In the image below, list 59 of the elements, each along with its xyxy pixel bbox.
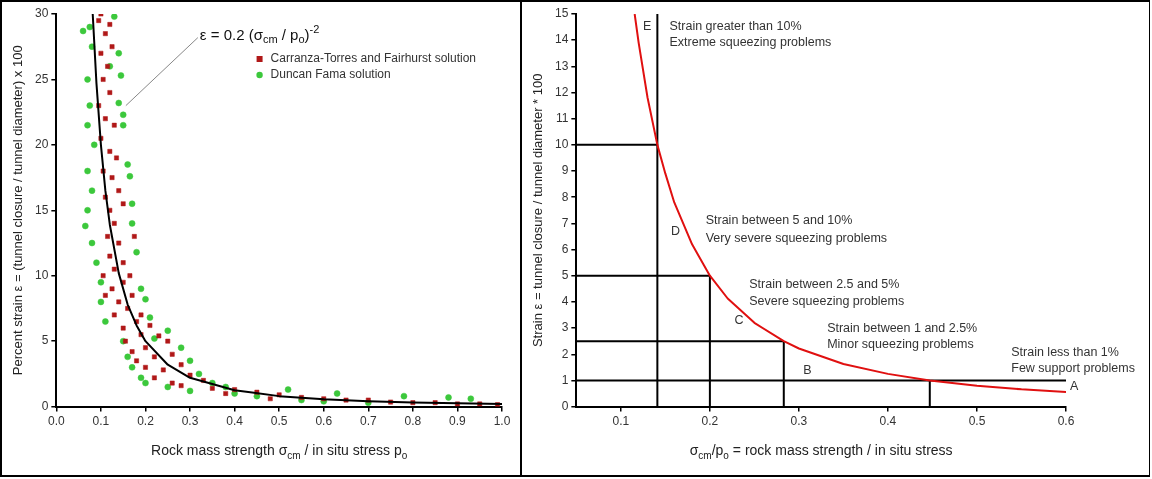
y-axis-title: Strain ε = tunnel closure / tunnel diameter * 100 bbox=[529, 73, 545, 348]
x-tick-label: 0.4 bbox=[226, 414, 244, 429]
x-tick-label: 0.4 bbox=[879, 414, 897, 429]
x-tick-label: 0.3 bbox=[181, 414, 199, 429]
annotation: Extreme squeezing problems bbox=[669, 35, 832, 50]
y-tick-label: 4 bbox=[561, 294, 569, 309]
annotation: Severe squeezing problems bbox=[749, 294, 905, 309]
x-tick-label: 0.7 bbox=[359, 414, 377, 429]
y-tick-label: 9 bbox=[561, 163, 569, 178]
x-tick-label: 0.0 bbox=[48, 414, 66, 429]
x-tick-label: 0.2 bbox=[701, 414, 719, 429]
annotation: Strain between 5 and 10% bbox=[705, 213, 853, 228]
annotation: Strain between 1 and 2.5% bbox=[827, 320, 978, 335]
y-axis-title: Percent strain ε = (tunnel closure / tunnel diameter) x 100 bbox=[9, 45, 25, 376]
y-tick-label: 0 bbox=[41, 398, 49, 413]
x-tick-label: 0.2 bbox=[137, 414, 155, 429]
y-tick-label: 20 bbox=[34, 137, 49, 152]
annotation: C bbox=[734, 312, 744, 327]
y-tick-label: 7 bbox=[561, 215, 569, 230]
annotation: D bbox=[670, 223, 680, 238]
annotation: E bbox=[643, 19, 652, 34]
y-tick-label: 15 bbox=[554, 6, 569, 21]
annotation: Few support problems bbox=[1011, 360, 1135, 375]
y-tick-label: 11 bbox=[555, 111, 569, 126]
y-tick-label: 10 bbox=[34, 268, 49, 283]
legend-label: Duncan Fama solution bbox=[270, 67, 391, 82]
x-tick-label: 0.1 bbox=[612, 414, 630, 429]
y-tick-label: 3 bbox=[561, 320, 569, 335]
y-tick-label: 0 bbox=[561, 398, 569, 413]
x-tick-label: 0.3 bbox=[790, 414, 808, 429]
y-tick-label: 5 bbox=[41, 333, 49, 348]
x-tick-label: 0.9 bbox=[449, 414, 467, 429]
y-tick-label: 2 bbox=[561, 346, 569, 361]
x-tick-label: 0.6 bbox=[1057, 414, 1075, 429]
y-tick-label: 6 bbox=[561, 241, 569, 256]
y-tick-label: 25 bbox=[34, 71, 49, 86]
y-tick-label: 10 bbox=[554, 137, 569, 152]
y-tick-label: 30 bbox=[34, 6, 49, 21]
y-tick-label: 12 bbox=[554, 84, 569, 99]
annotation: B bbox=[803, 362, 812, 377]
y-tick-label: 1 bbox=[561, 372, 569, 387]
y-tick-label: 13 bbox=[554, 58, 569, 73]
annotation: Minor squeezing problems bbox=[827, 337, 974, 352]
legend-label: Carranza-Torres and Fairhurst solution bbox=[270, 51, 476, 66]
y-tick-label: 14 bbox=[554, 32, 569, 47]
annotation: Strain greater than 10% bbox=[669, 19, 802, 34]
x-tick-label: 0.8 bbox=[404, 414, 422, 429]
x-tick-label: 0.6 bbox=[315, 414, 333, 429]
x-tick-label: 0.1 bbox=[92, 414, 110, 429]
x-tick-label: 0.5 bbox=[270, 414, 288, 429]
annotation: Very severe squeezing problems bbox=[705, 231, 888, 246]
annotation: Strain between 2.5 and 5% bbox=[749, 277, 900, 292]
y-tick-label: 15 bbox=[34, 202, 49, 217]
x-tick-label: 0.5 bbox=[968, 414, 986, 429]
x-tick-label: 1.0 bbox=[493, 414, 511, 429]
y-tick-label: 5 bbox=[561, 268, 569, 283]
text: A bbox=[1070, 379, 1079, 394]
annotation: Strain less than 1% bbox=[1011, 345, 1119, 360]
y-tick-label: 8 bbox=[561, 189, 569, 204]
